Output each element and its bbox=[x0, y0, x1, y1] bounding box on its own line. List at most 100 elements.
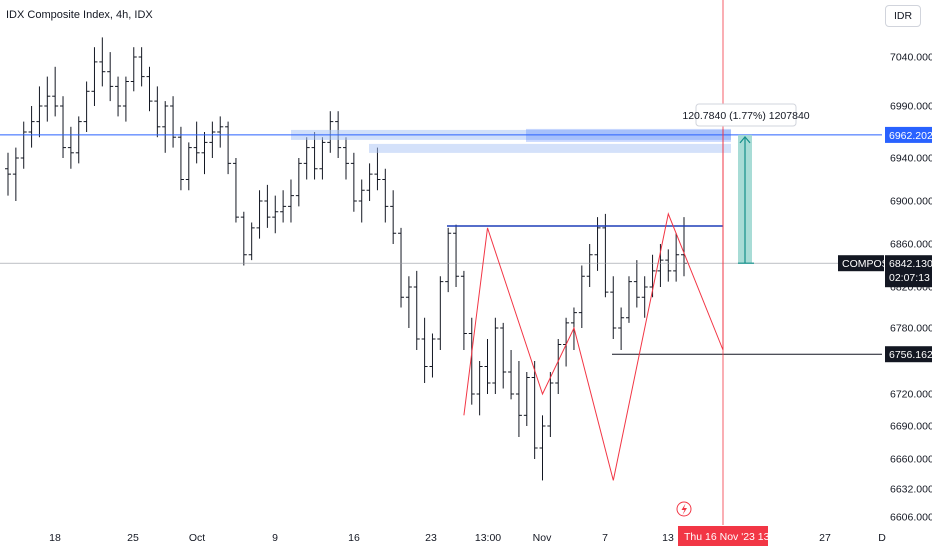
ohlc-bar bbox=[602, 213, 609, 298]
ohlc-bar bbox=[28, 106, 35, 148]
ohlc-bar bbox=[20, 121, 27, 169]
ohlc-bar bbox=[311, 132, 318, 180]
ohlc-bar bbox=[303, 137, 310, 180]
ohlc-bar bbox=[374, 147, 381, 191]
y-tick-label: 6632.0000 bbox=[890, 484, 932, 496]
ohlc-bar bbox=[60, 96, 67, 158]
ohlc-bar bbox=[366, 163, 373, 201]
x-tick-label: 27 bbox=[819, 532, 831, 544]
ohlc-bar bbox=[217, 116, 224, 148]
x-tick-label: 7 bbox=[602, 532, 608, 544]
ohlc-bar bbox=[618, 307, 625, 350]
currency-button[interactable]: IDR bbox=[885, 5, 921, 27]
y-tick-label: 6606.0000 bbox=[890, 512, 932, 524]
ohlc-bar bbox=[563, 317, 570, 367]
ohlc-bar bbox=[594, 217, 601, 271]
ohlc-bar bbox=[453, 224, 460, 287]
ohlc-bar bbox=[476, 361, 483, 416]
ohlc-bar bbox=[170, 96, 177, 148]
ohlc-bar bbox=[641, 276, 648, 318]
ohlc-bar bbox=[99, 37, 106, 87]
ohlc-bar bbox=[272, 195, 279, 234]
ohlc-bars bbox=[5, 37, 687, 481]
ohlc-bar bbox=[36, 86, 43, 138]
ohlc-bar bbox=[358, 179, 365, 223]
ohlc-bar bbox=[225, 121, 232, 175]
ohlc-bar bbox=[154, 86, 161, 138]
x-tick-label: 23 bbox=[425, 532, 437, 544]
ohlc-bar bbox=[547, 372, 554, 437]
ohlc-bar bbox=[508, 350, 515, 400]
ohlc-bar bbox=[91, 47, 98, 106]
lightning-icon-bolt bbox=[681, 503, 687, 515]
ohlc-bar bbox=[405, 276, 412, 328]
ohlc-bar bbox=[12, 147, 19, 201]
last-price-badge bbox=[885, 255, 932, 288]
ohlc-bar bbox=[390, 190, 397, 244]
ohlc-bar bbox=[382, 168, 389, 223]
ohlc-bar bbox=[555, 339, 562, 394]
ohlc-bar bbox=[130, 47, 137, 92]
x-tick-label: 16 bbox=[348, 532, 360, 544]
ohlc-bar bbox=[264, 184, 271, 228]
zone-rect-lower bbox=[369, 143, 731, 153]
cursor-date-text: Thu 16 Nov '23 13:00 bbox=[684, 531, 784, 543]
ohlc-bar bbox=[515, 361, 522, 437]
ohlc-bar bbox=[146, 66, 153, 112]
cursor-date-badge bbox=[678, 526, 768, 546]
ohlc-bar bbox=[610, 276, 617, 339]
y-tick-label: 7040.0000 bbox=[890, 52, 932, 64]
y-tick-label: 6900.0000 bbox=[890, 196, 932, 208]
y-tick-label: 6720.0000 bbox=[890, 389, 932, 401]
countdown-text: 02:07:13 bbox=[889, 272, 930, 284]
price-axis[interactable]: 7040.0000 6990.0000 6940.0000 6900.0000 6860… bbox=[890, 52, 932, 524]
ohlc-bar bbox=[578, 265, 585, 328]
ohlc-bar bbox=[350, 152, 357, 212]
ohlc-bar bbox=[5, 152, 11, 196]
ohlc-bar bbox=[523, 372, 530, 426]
x-tick-label: Oct bbox=[189, 532, 205, 544]
ohlc-bar bbox=[437, 276, 444, 350]
lightning-icon bbox=[676, 501, 692, 517]
ohlc-bar bbox=[531, 361, 538, 459]
ohlc-bar bbox=[460, 270, 467, 350]
upper-price-badge bbox=[885, 126, 932, 143]
x-tick-label: 9 bbox=[272, 532, 278, 544]
x-tick-label: 13:00 bbox=[475, 532, 501, 544]
zigzag-pattern bbox=[463, 128, 724, 481]
ohlc-bar bbox=[492, 317, 499, 394]
y-tick-label: 6660.0000 bbox=[890, 454, 932, 466]
ohlc-bar bbox=[468, 317, 475, 405]
ohlc-bar bbox=[256, 190, 263, 239]
upper-price-badge-text: 6962.2025 bbox=[889, 130, 932, 142]
y-tick-label: 6690.0000 bbox=[890, 421, 932, 433]
x-tick-label: Nov bbox=[533, 532, 552, 544]
ohlc-bar bbox=[398, 227, 405, 308]
ohlc-bar bbox=[52, 66, 59, 117]
x-tick-label: D bbox=[878, 532, 886, 544]
time-axis[interactable]: 18 25 Oct 9 16 23 13:00 Nov 7 13 27 D bbox=[49, 532, 886, 544]
lower-price-badge bbox=[885, 346, 932, 363]
ohlc-bar bbox=[209, 121, 216, 158]
symbol-badge bbox=[838, 255, 884, 272]
ohlc-bar bbox=[75, 116, 82, 164]
ohlc-bar bbox=[633, 260, 640, 308]
y-tick-label: 6990.0000 bbox=[890, 101, 932, 113]
y-tick-label: 6780.0000 bbox=[890, 323, 932, 335]
price-badges: 6962.2025COMPOSITE6842.130002:07:136756.… bbox=[678, 126, 932, 546]
ohlc-bar bbox=[185, 142, 192, 191]
ohlc-bar bbox=[665, 249, 672, 282]
ohlc-bar bbox=[122, 76, 129, 122]
ohlc-bar bbox=[673, 233, 680, 282]
measure-arrowhead bbox=[739, 135, 751, 144]
ohlc-bar bbox=[193, 121, 200, 164]
ohlc-bar bbox=[44, 76, 51, 122]
ohlc-bar bbox=[280, 190, 287, 223]
x-tick-label: 25 bbox=[127, 532, 139, 544]
ohlc-bar bbox=[240, 211, 247, 266]
ohlc-bar bbox=[484, 339, 491, 394]
ohlc-bar bbox=[83, 81, 90, 132]
